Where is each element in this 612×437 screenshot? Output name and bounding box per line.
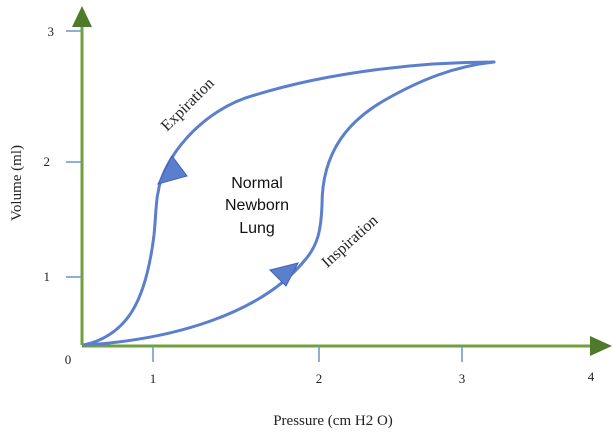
x-tick-label-4: 4 bbox=[588, 369, 595, 384]
inspiration-arrowhead-icon bbox=[269, 262, 299, 287]
x-tick-label-2: 2 bbox=[316, 371, 323, 386]
expiration-arrowhead-icon bbox=[157, 155, 188, 185]
y-axis-arrow-icon bbox=[72, 6, 92, 27]
inspiration-label: Inspiration bbox=[319, 212, 382, 271]
y-tick-label-1: 1 bbox=[44, 269, 51, 284]
y-axis-title: Volume (ml) bbox=[9, 145, 25, 221]
expiration-label: Expiration bbox=[158, 75, 218, 135]
center-label-line-1: Normal bbox=[231, 175, 283, 192]
center-label-line-3: Lung bbox=[239, 220, 275, 237]
x-tick-label-3: 3 bbox=[459, 371, 466, 386]
x-axis-arrow-icon bbox=[590, 336, 612, 356]
origin-label: 0 bbox=[65, 352, 72, 367]
x-axis-title: Pressure (cm H2 O) bbox=[273, 413, 393, 429]
y-axis-ticks bbox=[66, 30, 82, 278]
y-tick-label-2: 2 bbox=[44, 154, 51, 169]
x-tick-label-1: 1 bbox=[150, 371, 157, 386]
inspiration-curve bbox=[82, 60, 496, 347]
center-label-line-2: Newborn bbox=[225, 197, 289, 214]
y-tick-label-3: 3 bbox=[48, 24, 55, 39]
x-axis-ticks bbox=[152, 346, 463, 362]
